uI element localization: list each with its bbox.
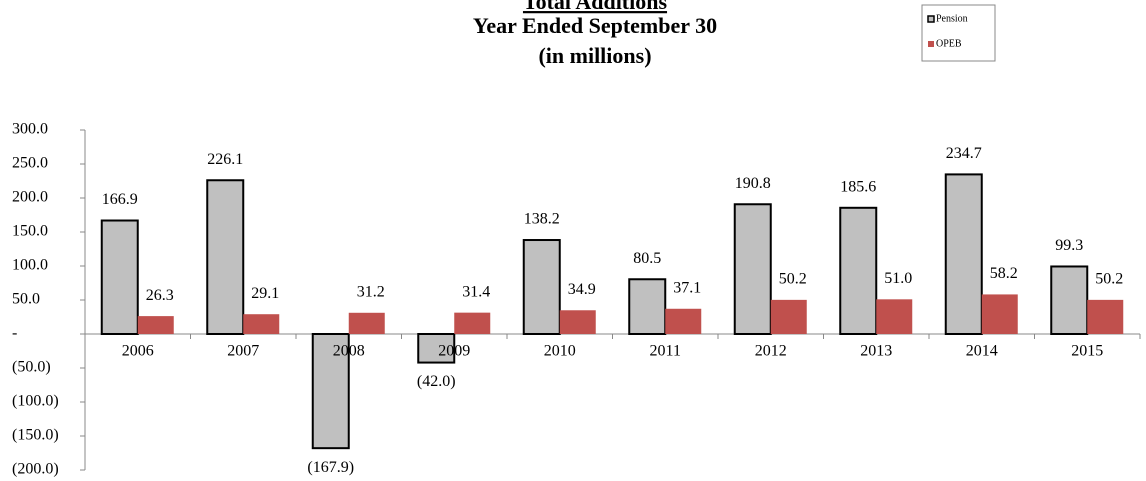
y-tick-label: 100.0 (12, 257, 48, 274)
legend-box (921, 4, 996, 62)
bar (733, 203, 772, 335)
data-label: 80.5 (633, 250, 661, 267)
y-tick-label: 50.0 (12, 291, 40, 308)
data-label: 185.6 (840, 178, 876, 195)
bar (417, 333, 456, 364)
bar (137, 316, 174, 334)
bar (1087, 299, 1124, 334)
x-tick-label: 2014 (966, 343, 998, 360)
data-label: 234.7 (946, 145, 982, 162)
chart-subtitle: Year Ended September 30 (473, 13, 717, 38)
y-tick-label: (150.0) (12, 427, 59, 444)
data-label: (42.0) (417, 373, 456, 390)
y-tick-label: 150.0 (12, 223, 48, 240)
legend-label: Pension (936, 13, 968, 24)
bar (876, 299, 913, 334)
data-label: 37.1 (673, 279, 701, 296)
data-label: 29.1 (251, 285, 279, 302)
y-tick-label: (200.0) (12, 461, 59, 478)
data-label: 166.9 (102, 191, 138, 208)
bar (454, 312, 491, 334)
x-tick-label: 2009 (438, 343, 470, 360)
y-tick-label: 300.0 (12, 121, 48, 138)
bar (348, 312, 385, 334)
data-label: 31.4 (462, 283, 490, 300)
y-tick-label: - (12, 325, 17, 342)
bar (839, 206, 878, 336)
legend-swatch (928, 41, 934, 47)
bar (243, 314, 280, 334)
bar (981, 294, 1018, 334)
x-tick-label: 2008 (333, 343, 365, 360)
x-tick-label: 2013 (860, 343, 892, 360)
bar (944, 173, 983, 335)
data-label: 58.2 (990, 265, 1018, 282)
data-label: 50.2 (779, 271, 807, 288)
bar (628, 278, 667, 336)
data-label: 34.9 (568, 281, 596, 298)
data-label: 99.3 (1055, 237, 1083, 254)
data-label: 138.2 (524, 211, 560, 228)
x-tick-label: 2011 (650, 343, 681, 360)
data-label: 226.1 (207, 151, 243, 168)
data-label: 31.2 (357, 283, 385, 300)
bar (770, 299, 807, 334)
x-tick-label: 2015 (1071, 343, 1103, 360)
x-tick-label: 2007 (227, 343, 259, 360)
bar (1050, 265, 1089, 336)
chart-title: Total Additions (523, 0, 668, 14)
x-tick-label: 2006 (122, 343, 154, 360)
legend-swatch (927, 15, 935, 23)
x-tick-label: 2012 (755, 343, 787, 360)
bar (522, 239, 561, 335)
y-tick-label: 200.0 (12, 189, 48, 206)
bar (206, 179, 245, 335)
y-tick-label: (100.0) (12, 393, 59, 410)
bar (665, 308, 702, 334)
data-label: 51.0 (884, 270, 912, 287)
y-tick-label: 250.0 (12, 155, 48, 172)
bar (100, 219, 139, 335)
y-tick-label: (50.0) (12, 359, 51, 376)
bar (311, 333, 350, 450)
data-label: 190.8 (735, 175, 771, 192)
data-label: 26.3 (146, 287, 174, 304)
x-tick-label: 2010 (544, 343, 576, 360)
legend-label: OPEB (936, 38, 962, 49)
chart-subtitle: (in millions) (538, 43, 651, 68)
data-label: 50.2 (1095, 271, 1123, 288)
bar (559, 310, 596, 334)
data-label: (167.9) (307, 459, 354, 476)
